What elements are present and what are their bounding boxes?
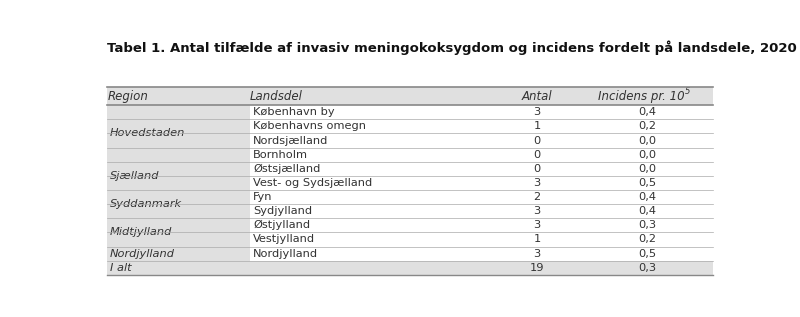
Bar: [250, 148, 713, 162]
Bar: [250, 247, 713, 261]
Bar: [250, 119, 713, 133]
Text: 0,3: 0,3: [638, 263, 657, 273]
Text: Sydjylland: Sydjylland: [254, 206, 313, 216]
Text: Bornholm: Bornholm: [254, 150, 308, 160]
Bar: [250, 162, 713, 176]
Text: 5: 5: [685, 87, 690, 96]
Bar: [107, 87, 713, 275]
Text: Incidens pr. 10: Incidens pr. 10: [598, 89, 685, 102]
Text: 0,0: 0,0: [638, 135, 657, 146]
Text: 0,2: 0,2: [638, 121, 657, 131]
Text: Landsdel: Landsdel: [250, 89, 302, 102]
Text: Fyn: Fyn: [254, 192, 273, 202]
Text: Østjylland: Østjylland: [254, 220, 310, 230]
Bar: [250, 190, 713, 204]
Bar: [250, 176, 713, 190]
Text: 0,4: 0,4: [638, 107, 657, 117]
Text: 0: 0: [534, 164, 541, 174]
Text: 1: 1: [534, 235, 541, 244]
Text: Syddanmark: Syddanmark: [110, 199, 182, 209]
Text: Vestjylland: Vestjylland: [254, 235, 315, 244]
Text: København by: København by: [254, 107, 335, 117]
Text: 0,3: 0,3: [638, 220, 657, 230]
Bar: [250, 133, 713, 148]
Text: 0,5: 0,5: [638, 178, 657, 188]
Bar: [250, 218, 713, 232]
Text: 0: 0: [534, 150, 541, 160]
Text: Hovedstaden: Hovedstaden: [110, 128, 186, 139]
Text: 0,2: 0,2: [638, 235, 657, 244]
Text: Nordjylland: Nordjylland: [110, 249, 175, 259]
Text: 0,4: 0,4: [638, 206, 657, 216]
Text: 3: 3: [534, 206, 541, 216]
Text: I alt: I alt: [110, 263, 131, 273]
Text: 0,5: 0,5: [638, 249, 657, 259]
Text: 0,0: 0,0: [638, 164, 657, 174]
Text: Østsjælland: Østsjælland: [254, 164, 321, 174]
Text: 3: 3: [534, 249, 541, 259]
Text: 2: 2: [534, 192, 541, 202]
Text: Tabel 1. Antal tilfælde af invasiv meningokoksygdom og incidens fordelt på lands: Tabel 1. Antal tilfælde af invasiv menin…: [107, 41, 797, 55]
Text: Antal: Antal: [522, 89, 552, 102]
Bar: [107, 261, 713, 275]
Text: 0,0: 0,0: [638, 150, 657, 160]
Text: 19: 19: [530, 263, 544, 273]
Text: Nordjylland: Nordjylland: [254, 249, 318, 259]
Text: 3: 3: [534, 178, 541, 188]
Text: 0,4: 0,4: [638, 192, 657, 202]
Bar: [250, 232, 713, 247]
Text: Region: Region: [107, 89, 148, 102]
Bar: [250, 204, 713, 218]
Text: Københavns omegn: Københavns omegn: [254, 121, 366, 131]
Text: 0: 0: [534, 135, 541, 146]
Bar: [250, 105, 713, 119]
Text: Midtjylland: Midtjylland: [110, 227, 172, 237]
Text: 3: 3: [534, 107, 541, 117]
Text: Sjælland: Sjælland: [110, 171, 159, 181]
Text: Vest- og Sydsjælland: Vest- og Sydsjælland: [254, 178, 373, 188]
Text: Nordsjælland: Nordsjælland: [254, 135, 329, 146]
Text: 1: 1: [534, 121, 541, 131]
Text: 3: 3: [534, 220, 541, 230]
